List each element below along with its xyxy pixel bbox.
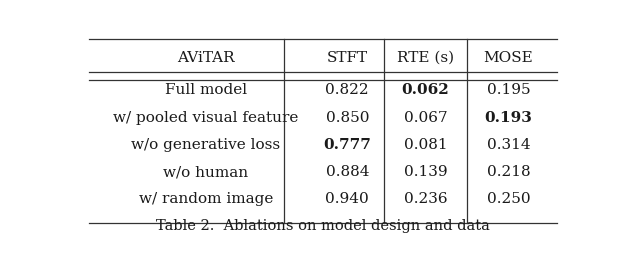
Text: 0.822: 0.822 bbox=[326, 83, 369, 97]
Text: 0.081: 0.081 bbox=[404, 138, 447, 152]
Text: 0.236: 0.236 bbox=[404, 192, 447, 206]
Text: w/o human: w/o human bbox=[163, 165, 248, 179]
Text: STFT: STFT bbox=[327, 51, 368, 65]
Text: 0.250: 0.250 bbox=[486, 192, 530, 206]
Text: 0.195: 0.195 bbox=[486, 83, 530, 97]
Text: Full model: Full model bbox=[164, 83, 247, 97]
Text: w/o generative loss: w/o generative loss bbox=[131, 138, 280, 152]
Text: w/ pooled visual feature: w/ pooled visual feature bbox=[113, 111, 299, 124]
Text: MOSE: MOSE bbox=[484, 51, 533, 65]
Text: 0.777: 0.777 bbox=[323, 138, 371, 152]
Text: 0.062: 0.062 bbox=[401, 83, 449, 97]
Text: 0.218: 0.218 bbox=[486, 165, 530, 179]
Text: RTE (s): RTE (s) bbox=[397, 51, 454, 65]
Text: 0.193: 0.193 bbox=[484, 111, 532, 124]
Text: 0.314: 0.314 bbox=[486, 138, 530, 152]
Text: 0.850: 0.850 bbox=[326, 111, 369, 124]
Text: Table 2.  Ablations on model design and data: Table 2. Ablations on model design and d… bbox=[156, 219, 490, 233]
Text: 0.139: 0.139 bbox=[404, 165, 447, 179]
Text: 0.067: 0.067 bbox=[404, 111, 447, 124]
Text: 0.884: 0.884 bbox=[326, 165, 369, 179]
Text: AViTAR: AViTAR bbox=[177, 51, 234, 65]
Text: 0.940: 0.940 bbox=[326, 192, 369, 206]
Text: w/ random image: w/ random image bbox=[139, 192, 273, 206]
